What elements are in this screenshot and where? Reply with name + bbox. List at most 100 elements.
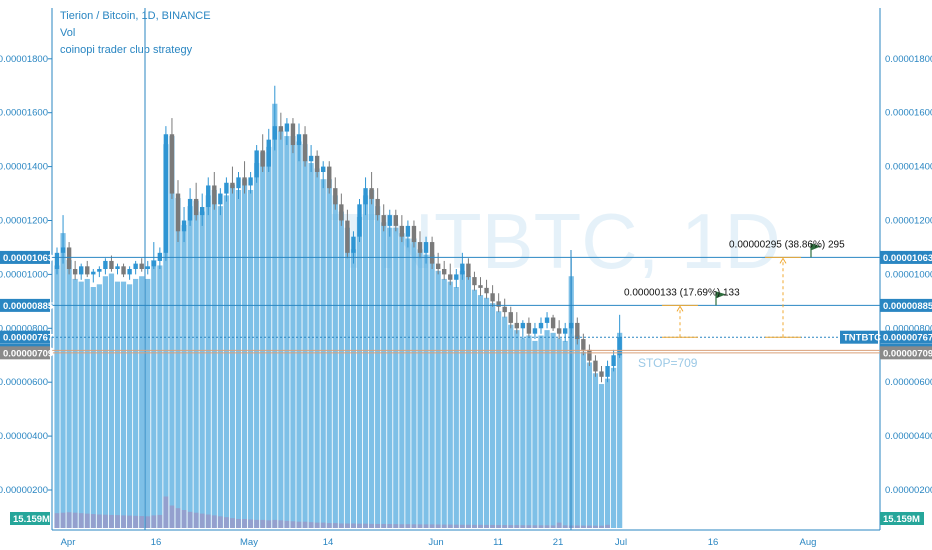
candle-body bbox=[254, 150, 259, 178]
volume-bar bbox=[617, 332, 623, 528]
volume-histogram-bar bbox=[351, 523, 356, 528]
volume-histogram-bar bbox=[429, 524, 435, 528]
y-tick-left: 0.00000800 bbox=[0, 323, 48, 334]
volume-histogram-bar bbox=[175, 508, 181, 528]
volume-histogram-bar bbox=[181, 510, 187, 528]
candle-body bbox=[611, 355, 616, 367]
volume-bar bbox=[556, 338, 562, 528]
volume-bar bbox=[526, 335, 532, 528]
candle-body bbox=[514, 322, 519, 329]
candle-body bbox=[60, 247, 66, 253]
volume-histogram-bar bbox=[54, 513, 60, 528]
volume-histogram-bar bbox=[193, 512, 199, 528]
candle-body bbox=[127, 269, 132, 275]
volume-histogram-bar bbox=[60, 512, 66, 528]
volume-histogram-bar bbox=[72, 512, 78, 528]
candle-body bbox=[454, 274, 459, 280]
candle-body bbox=[496, 301, 501, 307]
x-tick: 16 bbox=[151, 537, 162, 548]
price-tag-left bbox=[0, 330, 50, 344]
candle-body bbox=[91, 271, 96, 275]
volume-histogram-bar bbox=[357, 523, 362, 528]
volume-bar bbox=[580, 351, 586, 528]
candle-body bbox=[417, 242, 423, 253]
volume-bar bbox=[223, 195, 229, 528]
volume-histogram-bar bbox=[248, 519, 253, 528]
volume-bar bbox=[538, 335, 544, 528]
volume-bar bbox=[574, 335, 580, 528]
candle-body bbox=[278, 126, 284, 132]
candle-body bbox=[532, 328, 538, 334]
candle-body bbox=[218, 193, 223, 205]
volume-bar bbox=[60, 233, 66, 529]
volume-histogram-bar bbox=[84, 513, 90, 528]
candle-body bbox=[242, 177, 247, 186]
candle-body bbox=[617, 337, 622, 356]
legend-symbol: Tierion / Bitcoin, 1D, BINANCE bbox=[60, 10, 211, 22]
volume-bar bbox=[175, 198, 181, 528]
legend-volume: Vol bbox=[60, 27, 76, 39]
flag-icon bbox=[811, 243, 821, 251]
candle-body bbox=[508, 312, 513, 323]
volume-histogram-bar bbox=[453, 524, 459, 528]
volume-histogram-bar bbox=[599, 525, 604, 528]
volume-bar bbox=[114, 281, 121, 528]
volume-bar bbox=[151, 260, 157, 528]
x-tick: 16 bbox=[708, 537, 719, 548]
volume-bar bbox=[405, 238, 411, 528]
volume-bar bbox=[496, 311, 502, 528]
volume-bar bbox=[562, 340, 568, 528]
volume-bar bbox=[235, 189, 242, 529]
volume-histogram-bar bbox=[490, 524, 495, 528]
volume-bar bbox=[199, 211, 205, 529]
volume-bar bbox=[278, 130, 284, 528]
volume-bar bbox=[393, 227, 399, 528]
volume-bar bbox=[302, 144, 308, 529]
candle-body bbox=[97, 269, 102, 272]
price-tag-right-text: 0.00000709 bbox=[883, 348, 932, 359]
candle-body bbox=[339, 204, 344, 221]
candle-body bbox=[593, 360, 598, 372]
candle-body bbox=[85, 266, 90, 275]
volume-bar bbox=[272, 103, 278, 528]
volume-histogram-bar bbox=[538, 525, 544, 528]
x-tick: 14 bbox=[323, 537, 334, 548]
candle-body bbox=[526, 322, 532, 334]
candle-body bbox=[175, 193, 181, 232]
candle-body bbox=[157, 252, 163, 261]
candle-body bbox=[187, 198, 193, 221]
volume-bar bbox=[320, 179, 326, 528]
volume-histogram-bar bbox=[441, 524, 447, 528]
volume-bar bbox=[284, 136, 290, 528]
candle-body bbox=[163, 134, 169, 253]
volume-tag-right bbox=[880, 512, 924, 525]
volume-histogram-bar bbox=[363, 523, 368, 528]
volume-histogram-bar bbox=[574, 525, 580, 528]
price-tag-right bbox=[880, 346, 932, 360]
volume-histogram-bar bbox=[478, 524, 483, 528]
x-tick: Aug bbox=[800, 537, 817, 548]
volume-bar bbox=[211, 189, 217, 529]
candle-body bbox=[556, 328, 562, 334]
volume-histogram-bar bbox=[151, 515, 157, 528]
price-tag-left-text: 0.00001063 bbox=[3, 253, 53, 264]
candle-body bbox=[133, 263, 138, 270]
volume-histogram-bar bbox=[115, 515, 120, 528]
volume-histogram-bar bbox=[399, 524, 405, 528]
candle-body bbox=[520, 322, 526, 329]
volume-histogram-bar bbox=[484, 524, 489, 528]
x-tick: 11 bbox=[493, 537, 503, 548]
price-tag-right-text: 0.00000767 bbox=[883, 333, 932, 344]
volume-bar bbox=[423, 254, 429, 529]
volume-bar bbox=[411, 238, 417, 528]
price-tag-left-text: 0.00000885 bbox=[3, 301, 54, 312]
volume-histogram-bar bbox=[163, 496, 169, 528]
candle-body bbox=[351, 236, 356, 253]
candle-body bbox=[478, 285, 483, 288]
target-label: 0.00000295 (38.86%) 295 bbox=[729, 239, 845, 250]
volume-histogram-bar bbox=[266, 520, 272, 528]
volume-histogram-bar bbox=[254, 519, 260, 528]
volume-bar bbox=[586, 362, 592, 528]
volume-histogram-bar bbox=[520, 525, 526, 528]
